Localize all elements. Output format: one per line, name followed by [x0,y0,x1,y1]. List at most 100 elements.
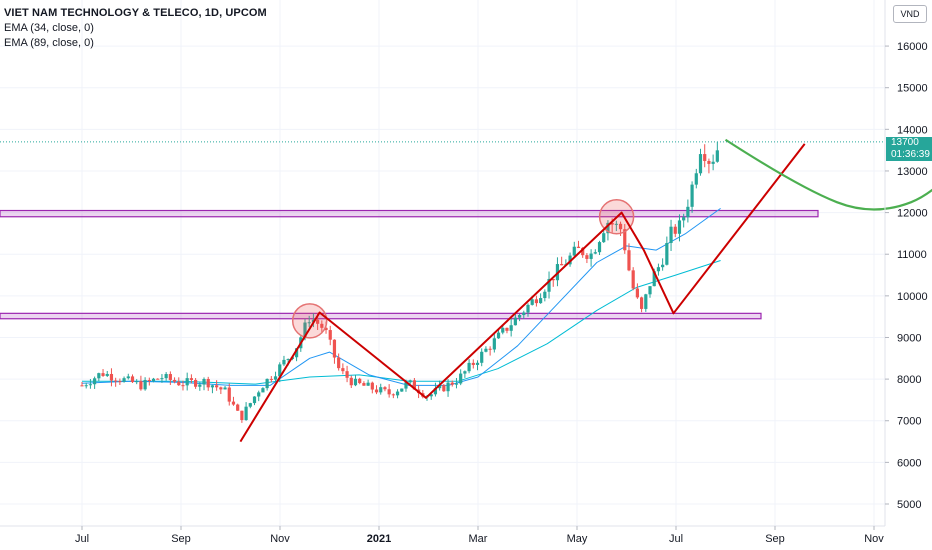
candle-body [252,396,257,404]
candle-body [585,255,589,259]
candle-body [244,406,248,421]
price-tick-label: 7000 [897,416,921,428]
candle-body [530,299,534,305]
candle-body [181,385,185,387]
candle-body [715,150,719,162]
candle-body [513,317,517,326]
price-tick-label: 14000 [897,124,928,136]
trend-drawings [239,138,932,443]
candle-body [269,378,273,380]
ema34-legend[interactable]: EMA (34, close, 0) [4,22,94,34]
candle-body [88,384,93,386]
candle-body [219,387,223,390]
candle-body [168,374,172,380]
candle-body [294,348,299,358]
candle-body [539,298,543,304]
bar-countdown: 01:36:39 [891,149,930,160]
candle-body [202,378,206,385]
candle-body [286,358,290,360]
candle-body [661,264,665,268]
candle-body [496,332,501,339]
candle-body [257,392,261,397]
candle-body [404,382,408,389]
candle-body [690,184,694,207]
price-tick-label: 15000 [897,83,928,95]
candle-body [185,378,189,386]
candle-body [93,378,97,385]
price-tick-label: 6000 [897,457,921,469]
candle-body [395,391,400,396]
candle-body [265,378,269,389]
candle-body [560,264,564,266]
candle-body [143,380,147,390]
chart-legend: VIET NAM TECHNOLOGY & TELECO, 1D, UPCOM … [4,6,267,51]
candle-body [101,373,105,376]
candle-body [517,315,522,318]
currency-badge[interactable]: VND [893,5,927,23]
candle-body [534,299,539,304]
candle-body [80,385,84,387]
price-tick-label: 13000 [897,166,928,178]
candle-body [522,312,526,316]
candle-body [84,385,88,387]
candlestick-series [80,141,719,423]
candle-body [114,380,118,382]
candle-body [543,291,547,299]
price-tick-label: 8000 [897,374,921,386]
candle-body [665,242,669,265]
time-tick-label: Nov [270,533,290,545]
candle-body [366,382,370,386]
candle-body [442,385,446,392]
candle-body [677,220,682,234]
price-tick-label: 10000 [897,291,928,303]
ema89-line [82,260,721,385]
candle-body [589,253,593,259]
candle-body [408,380,412,383]
candle-body [492,338,496,350]
candle-body [581,247,585,256]
time-tick-label: 2021 [367,533,391,545]
candle-body [593,252,597,254]
candle-body [429,394,433,397]
candle-body [606,222,610,234]
candle-body [177,381,181,386]
ema34-layer [81,207,721,386]
candle-body [156,378,160,380]
candle-body [438,385,442,389]
candle-body [227,387,231,402]
candle-body [223,387,227,390]
candle-body [627,250,631,271]
candle-body [509,325,513,331]
price-axis: 5000 6000 7000 8000 9000 10000 11000 12000 13000… [885,41,928,511]
candle-body [332,339,337,358]
candle-body [669,226,673,243]
candle-body [320,323,324,328]
candle-body [236,404,240,411]
candle-body [160,378,164,380]
candle-body [126,376,130,379]
candle-body [240,410,244,421]
candle-body [349,377,353,386]
candle-body [433,388,438,395]
candle-body [97,373,101,379]
last-price-value: 13700 [891,137,919,148]
candle-body [387,389,391,395]
candle-body [353,378,358,386]
ema89-layer [82,260,721,385]
candle-body [139,381,143,390]
candle-body [475,362,480,365]
support-resistance-zones [0,209,819,320]
candle-body [631,270,635,289]
time-tick-label: Jul [75,533,89,545]
candle-body [484,348,488,352]
candle-body [618,223,623,230]
symbol-title[interactable]: VIET NAM TECHNOLOGY & TELECO, 1D, UPCOM [4,7,267,19]
candle-body [135,381,139,383]
candle-body [463,371,467,374]
resistance-circle [291,303,328,339]
candle-body [673,226,677,234]
ema89-legend[interactable]: EMA (89, close, 0) [4,37,94,49]
price-tick-label: 9000 [897,332,921,344]
time-tick-label: Sep [171,533,191,545]
